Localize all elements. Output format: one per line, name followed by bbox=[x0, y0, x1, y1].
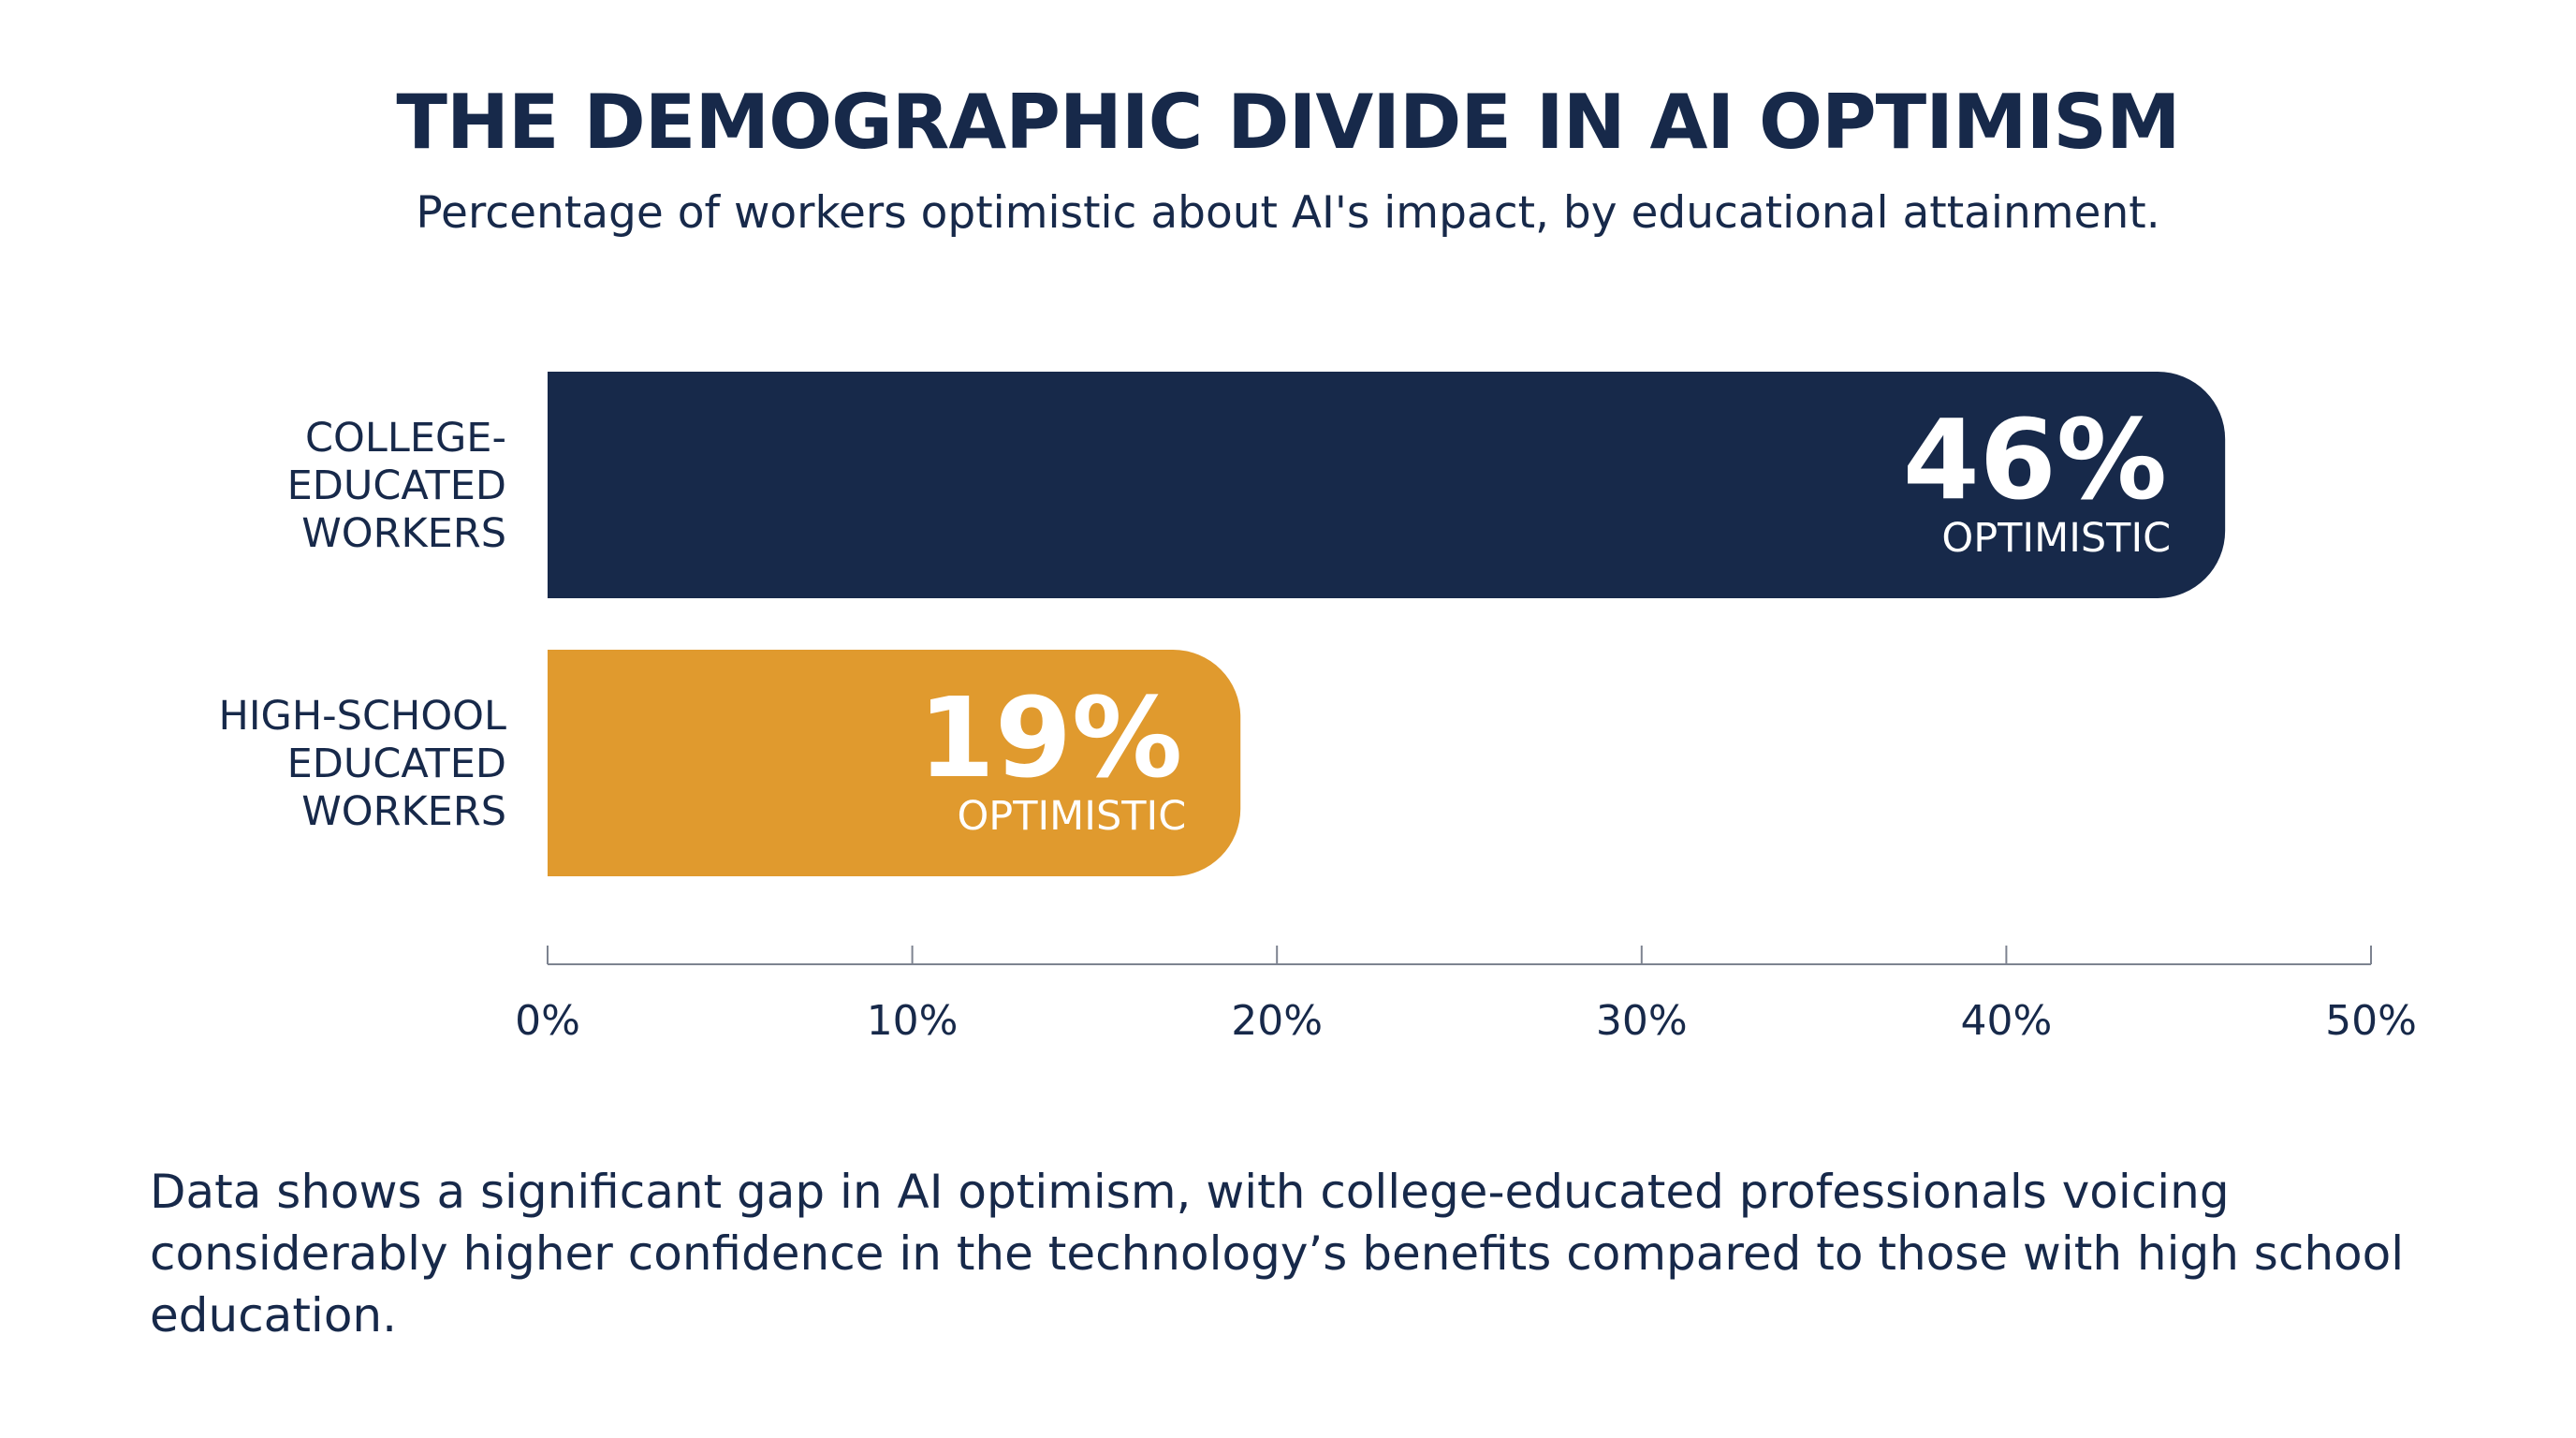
data-sublabel-1: OPTIMISTIC bbox=[1941, 515, 2171, 562]
data-label-1: 46% bbox=[1903, 395, 2167, 524]
category-label-2-line-1: HIGH-SCHOOL bbox=[219, 693, 507, 740]
x-tick-label-0: 0% bbox=[515, 997, 580, 1045]
bar-1 bbox=[548, 372, 2226, 598]
category-label-1-line-2: EDUCATED bbox=[287, 462, 506, 509]
chart-title: THE DEMOGRAPHIC DIVIDE IN AI OPTIMISM bbox=[396, 79, 2180, 166]
data-label-2: 19% bbox=[918, 673, 1182, 802]
chart-caption: Data shows a significant gap in AI optim… bbox=[150, 1165, 2405, 1343]
category-label-2-line-3: WORKERS bbox=[301, 788, 506, 835]
data-sublabel-2: OPTIMISTIC bbox=[957, 793, 1186, 840]
chart-subtitle: Percentage of workers optimistic about A… bbox=[416, 187, 2160, 239]
x-tick-label-30: 30% bbox=[1596, 997, 1688, 1045]
x-tick-label-40: 40% bbox=[1961, 997, 2053, 1045]
category-label-1-line-1: COLLEGE- bbox=[305, 415, 506, 462]
category-label-1-line-3: WORKERS bbox=[301, 510, 506, 557]
x-tick-label-50: 50% bbox=[2325, 997, 2417, 1045]
x-tick-label-20: 20% bbox=[1231, 997, 1323, 1045]
bar-chart: 46%OPTIMISTICCOLLEGE-EDUCATEDWORKERS19%O… bbox=[219, 372, 2417, 1045]
bar-2 bbox=[548, 650, 1241, 876]
category-label-2-line-2: EDUCATED bbox=[287, 741, 506, 787]
x-tick-label-10: 10% bbox=[867, 997, 959, 1045]
